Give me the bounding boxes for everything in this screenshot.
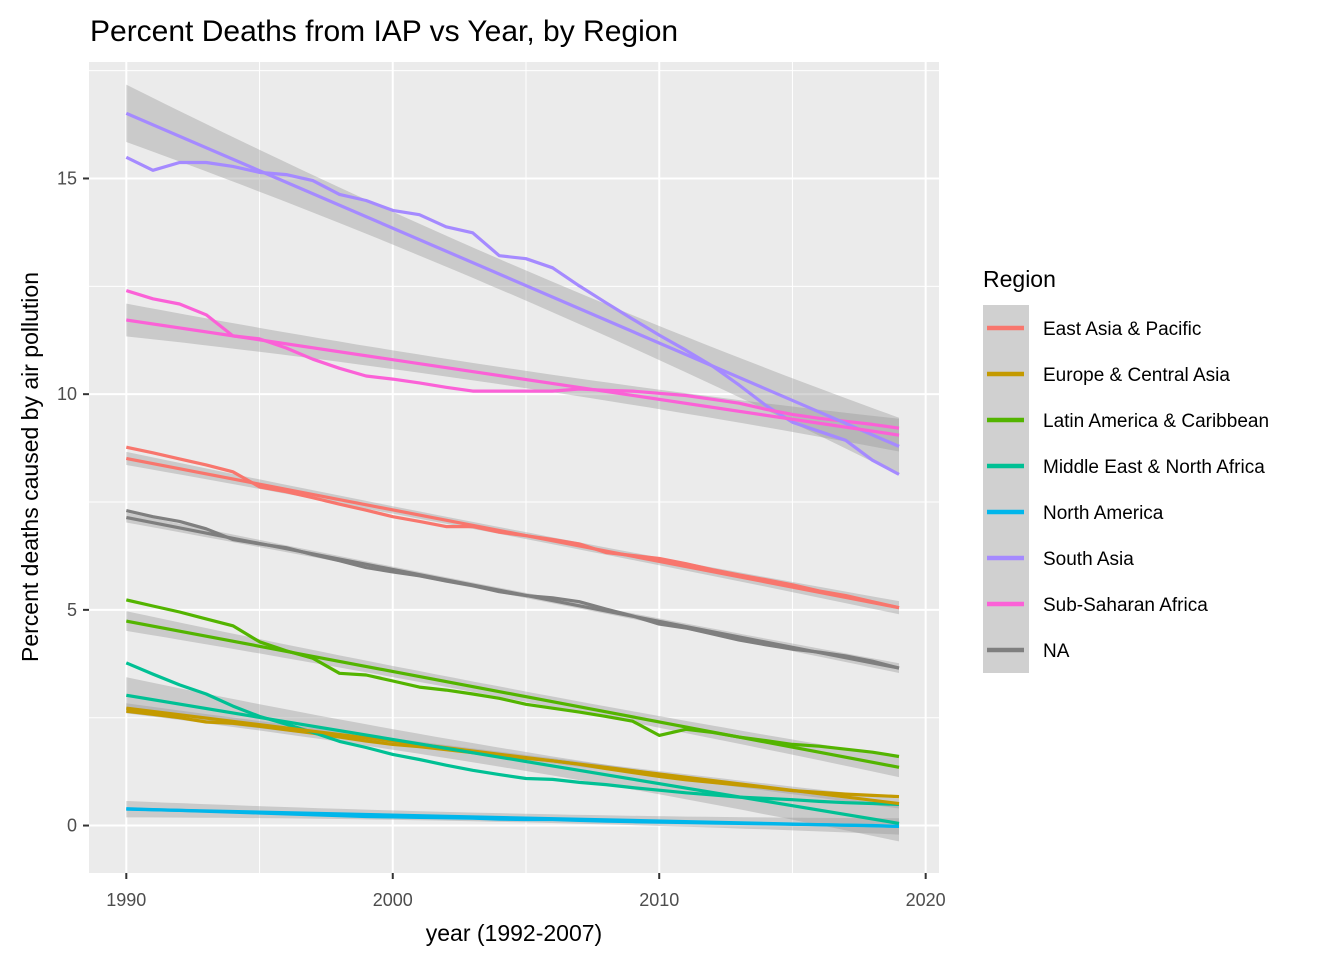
- legend-item-sub-saharan-africa: Sub-Saharan Africa: [987, 595, 1208, 616]
- fit-line-middle-east-north-africa: [126, 693, 900, 825]
- legend-key-background: [983, 305, 1029, 673]
- fit-line-north-america: [126, 807, 900, 829]
- y-tick-label: 0: [67, 816, 77, 836]
- y-axis: 0 5 10 15: [57, 168, 89, 836]
- legend-item-europe-central-asia: Europe & Central Asia: [987, 365, 1230, 386]
- fit-line-east-asia-pacific: [126, 456, 900, 610]
- legend-item-east-asia-pacific: East Asia & Pacific: [987, 319, 1201, 340]
- chart-title: Percent Deaths from IAP vs Year, by Regi…: [90, 15, 678, 48]
- legend-label: Europe & Central Asia: [1043, 365, 1230, 386]
- x-tick-label: 2010: [639, 890, 679, 910]
- fit-line-europe-central-asia: [126, 706, 900, 806]
- x-axis: 1990 2000 2010 2020: [106, 873, 946, 910]
- fit-line-latin-america-caribbean: [126, 619, 900, 769]
- series-line-south-asia: [125, 155, 900, 476]
- y-tick-label: 15: [57, 168, 77, 188]
- legend-label: NA: [1043, 641, 1070, 662]
- x-tick-label: 2020: [906, 890, 946, 910]
- legend-item-middle-east-north-africa: Middle East & North Africa: [987, 457, 1265, 478]
- y-tick-label: 10: [57, 384, 77, 404]
- x-tick-label: 2000: [373, 890, 413, 910]
- fit-lines: [125, 111, 900, 829]
- grid-major: [89, 62, 939, 873]
- legend-item-latin-america-caribbean: Latin America & Caribbean: [987, 411, 1269, 432]
- x-tick-label: 1990: [106, 890, 146, 910]
- series-line-latin-america-caribbean: [125, 598, 900, 759]
- fit-line-sub-saharan-africa: [126, 318, 900, 437]
- fit-line-na: [125, 515, 900, 670]
- legend-item-na: NA: [987, 641, 1070, 662]
- legend-label: Sub-Saharan Africa: [1043, 595, 1208, 616]
- legend-label: Middle East & North Africa: [1043, 457, 1265, 478]
- plot-panel: [89, 62, 939, 873]
- legend: Region East Asia & Pacific Europe & Centr…: [983, 266, 1269, 673]
- legend-title: Region: [983, 266, 1056, 292]
- y-tick-label: 5: [67, 600, 77, 620]
- x-axis-title: year (1992-2007): [426, 920, 602, 946]
- fit-line-south-asia: [125, 111, 900, 448]
- legend-label: East Asia & Pacific: [1043, 319, 1201, 340]
- legend-label: North America: [1043, 503, 1164, 524]
- legend-label: Latin America & Caribbean: [1043, 411, 1269, 432]
- y-axis-title: Percent deaths caused by air pollution: [17, 272, 43, 662]
- legend-item-north-america: North America: [987, 503, 1164, 524]
- legend-label: South Asia: [1043, 549, 1134, 570]
- legend-item-south-asia: South Asia: [987, 549, 1134, 570]
- grid-minor: [89, 62, 939, 873]
- series-line-middle-east-north-africa: [125, 661, 900, 806]
